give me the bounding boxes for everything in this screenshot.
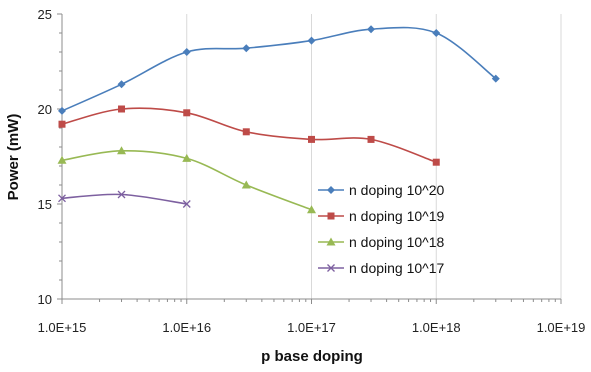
data-point [183,109,191,117]
data-point [367,25,376,34]
y-tick-label: 15 [38,197,52,212]
data-point [432,158,440,166]
data-point [58,120,66,128]
data-point [242,128,250,136]
data-point [58,194,66,203]
data-point [367,135,375,143]
data-point [242,44,251,53]
y-axis-title: Power (mW) [5,114,22,201]
legend-marker [327,186,335,194]
y-tick-label: 25 [38,7,52,22]
series-2 [58,105,440,166]
legend-label: n doping 10^20 [349,182,445,198]
x-axis-title: p base doping [261,348,363,365]
legend-marker [327,264,335,272]
legend-item: n doping 10^20 [318,182,445,198]
legend-item: n doping 10^19 [318,208,445,224]
x-tick-label: 1.0E+16 [162,320,211,335]
data-point [118,105,126,113]
data-point [182,48,191,56]
legend: n doping 10^20 n doping 10^19 n doping 10^… [318,182,445,276]
data-point [307,36,316,45]
data-point [241,180,251,189]
x-tick-label: 1.0E+18 [412,320,461,335]
data-point [491,74,500,83]
x-tick-label: 1.0E+17 [287,320,336,335]
series-line [61,26,497,112]
legend-label: n doping 10^17 [349,260,445,276]
data-point [117,80,126,89]
legend-marker [327,212,335,220]
legend-item: n doping 10^18 [318,234,445,250]
y-tick-label: 10 [38,292,52,307]
x-tick-labels: 1.0E+15 1.0E+16 1.0E+17 1.0E+18 1.0E+19 [38,320,586,335]
data-point [182,200,191,208]
data-point [58,106,66,115]
legend-item: n doping 10^17 [318,260,445,276]
y-tick-labels: 10 15 20 25 [38,7,52,307]
data-point [117,146,127,155]
y-tick-label: 20 [38,102,52,117]
series-3 [57,146,316,214]
legend-marker [326,237,336,246]
data-point [307,205,316,214]
series-layer [57,25,500,214]
legend-label: n doping 10^19 [349,208,445,224]
data-point [432,29,441,37]
data-point [182,153,192,162]
x-tick-label: 1.0E+15 [38,320,87,335]
series-4 [58,190,191,208]
legend-label: n doping 10^18 [349,234,445,250]
data-point [308,135,315,143]
data-point [57,155,67,164]
series-1 [58,25,500,115]
x-tick-label: 1.0E+19 [537,320,586,335]
data-point [117,190,126,199]
